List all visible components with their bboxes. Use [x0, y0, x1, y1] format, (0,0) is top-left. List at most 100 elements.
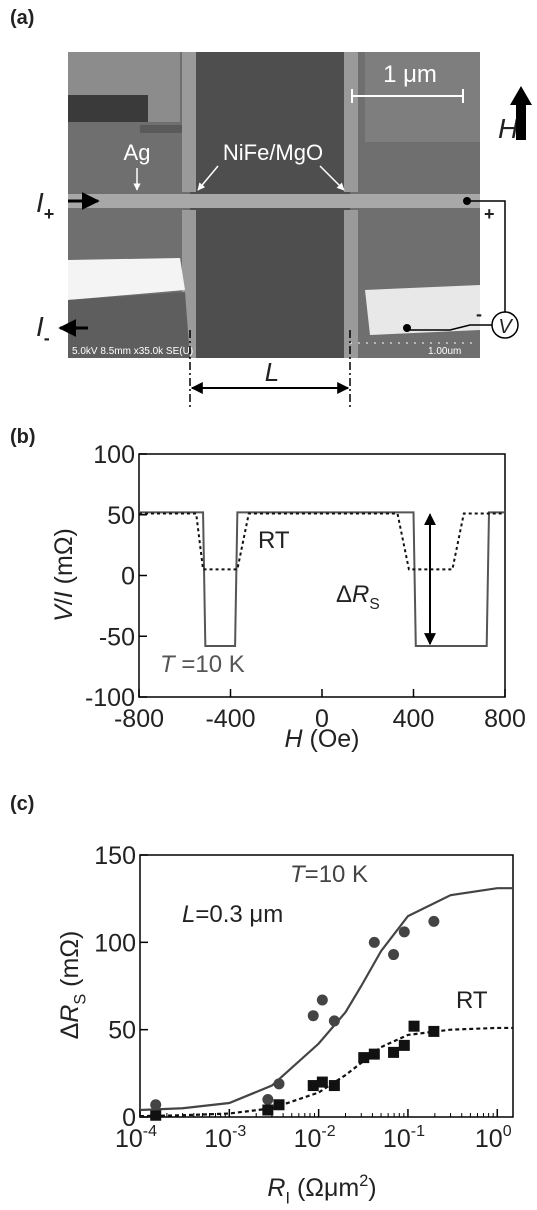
tick-base: 10: [383, 1125, 411, 1153]
text-part: ): [368, 1174, 376, 1202]
symbol: I: [36, 187, 44, 218]
point: [262, 1094, 274, 1106]
y-tick-label: 0: [122, 1104, 136, 1132]
text-part: I: [50, 591, 78, 598]
point: [262, 1104, 274, 1116]
tick-exponent: 0: [503, 1123, 512, 1140]
field-label: H: [498, 113, 519, 144]
text-part: (mΩ): [56, 931, 84, 994]
text-part: =0.3 μm: [195, 901, 283, 928]
x-tick-label: 0: [315, 705, 329, 733]
text-part: V: [50, 603, 78, 622]
nonmagnet-label: Ag: [124, 140, 151, 165]
tick-exponent: -1: [411, 1123, 425, 1140]
point: [368, 936, 380, 948]
tick-exponent: -3: [232, 1123, 246, 1140]
fit-line: [139, 1026, 513, 1118]
scale-bar-label: 1 μm: [383, 61, 437, 88]
point: [428, 1025, 440, 1037]
current-minus: I-: [36, 311, 50, 348]
point: [307, 1080, 319, 1092]
text-part: RT: [456, 987, 488, 1014]
text-part: =10 K: [305, 861, 368, 888]
x-tick-label: 100: [475, 1123, 512, 1153]
plot-frame: [139, 854, 514, 1118]
point: [408, 1020, 420, 1032]
x-tick-label: 400: [393, 705, 435, 733]
tick-exponent: -4: [143, 1123, 157, 1140]
y-tick-label: 100: [94, 929, 136, 957]
tick-base: 10: [204, 1125, 232, 1153]
voltage-minus: -: [476, 304, 482, 324]
text-part: /: [50, 598, 78, 605]
tick-base: 10: [475, 1125, 503, 1153]
point: [428, 915, 440, 927]
y-tick-label: 150: [94, 842, 136, 870]
y-axis-label: ΔRS (mΩ): [56, 931, 90, 1040]
annotation: ΔRS: [336, 581, 380, 613]
field-arrow: [510, 86, 532, 140]
point: [307, 1010, 319, 1022]
x-tick-label: 10-2: [294, 1123, 336, 1153]
y-axis-label: V/I (mΩ): [50, 528, 78, 622]
x-tick-label: -400: [205, 705, 255, 733]
annotation: RT: [258, 527, 290, 554]
fit-line: [139, 887, 513, 1112]
separation-marker: [189, 330, 351, 410]
sem-info: 5.0kV 8.5mm x35.0k SE(U): [72, 346, 193, 357]
text-part: (mΩ): [50, 528, 78, 591]
tick-base: 10: [115, 1125, 143, 1153]
ferromagnet-label: NiFe/MgO: [223, 140, 323, 165]
y-tick-label: 50: [108, 1017, 136, 1045]
text-part: S: [72, 994, 90, 1005]
subscript: +: [44, 204, 55, 224]
data-line: [139, 512, 505, 571]
text-part: Δ: [336, 581, 352, 608]
y-tick-label: 50: [107, 502, 135, 530]
text-part: T: [160, 651, 177, 678]
y-tick-label: -50: [99, 623, 135, 651]
y-tick-label: 0: [121, 563, 135, 591]
x-axis-label: RI (Ωμm2): [267, 1172, 376, 1208]
voltmeter-wiring: [403, 197, 519, 339]
data-line: [139, 511, 505, 647]
point: [388, 1046, 400, 1058]
point: [328, 1080, 340, 1092]
tick-base: 10: [294, 1125, 322, 1153]
text-part: RT: [258, 527, 290, 554]
text-part: R: [352, 581, 369, 608]
symbol: I: [36, 311, 44, 342]
annotation: T=10 K: [290, 861, 368, 888]
text-part: R: [56, 1005, 84, 1023]
text-part: R: [267, 1174, 285, 1202]
text-part: T: [290, 861, 307, 888]
x-tick-label: 10-4: [115, 1123, 157, 1153]
text-part: L: [182, 901, 195, 928]
tick-exponent: -2: [321, 1123, 335, 1140]
x-tick-label: 800: [484, 705, 526, 733]
text-part: H: [284, 725, 303, 753]
voltage-label: V: [498, 316, 513, 338]
x-tick-label: 10-1: [383, 1123, 425, 1153]
sem-scale: 1.00um: [428, 346, 461, 357]
separation-label: L: [265, 357, 279, 387]
text-part: 2: [359, 1172, 368, 1190]
annotation: L=0.3 μm: [182, 901, 283, 928]
text-part: (Oe): [303, 725, 360, 753]
panel-label: (b): [10, 426, 36, 448]
point: [150, 1099, 162, 1111]
y-tick-label: 100: [93, 441, 135, 469]
text-part: S: [369, 596, 379, 613]
annotation: RT: [456, 987, 488, 1014]
subscript: -: [44, 328, 50, 348]
point: [368, 1048, 380, 1060]
point: [316, 1076, 328, 1088]
point: [316, 994, 328, 1006]
point: [398, 926, 410, 938]
voltage-plus: +: [484, 204, 495, 224]
text-part: (Ωμm: [290, 1174, 359, 1202]
text-part: =10 K: [175, 651, 245, 678]
annotation: T =10 K: [160, 651, 245, 678]
